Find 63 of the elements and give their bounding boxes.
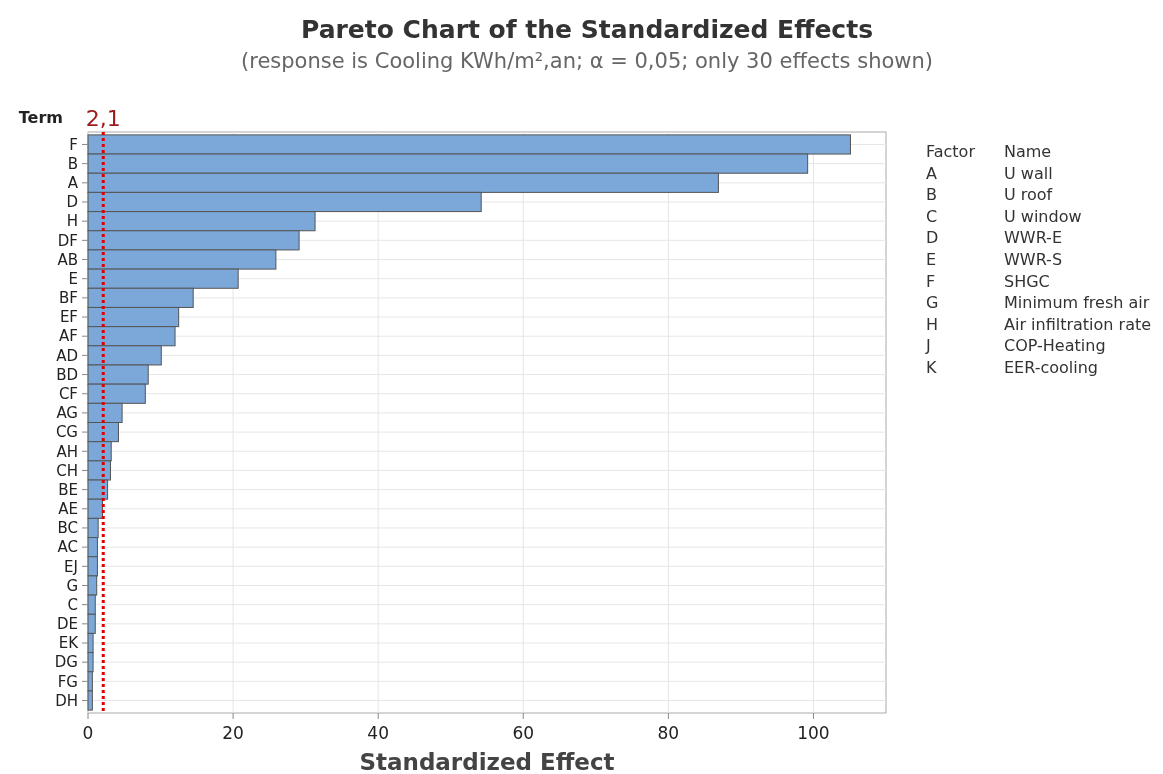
text: A: [926, 163, 937, 183]
y-tick-label: AG: [56, 404, 78, 423]
text: G: [926, 293, 939, 313]
y-tick-label: H: [66, 212, 78, 231]
y-tick-label: CG: [55, 423, 78, 442]
y-tick-label: DE: [56, 615, 78, 634]
y-tick-label: AC: [57, 538, 78, 557]
text: U roof: [1004, 185, 1053, 205]
y-tick-label: EF: [59, 308, 78, 327]
x-tick-label: 100: [797, 723, 830, 743]
text: Minimum fresh air: [1004, 293, 1150, 313]
y-tick-label: AH: [56, 442, 78, 461]
text: D: [926, 228, 939, 248]
x-tick-label: 0: [82, 723, 94, 743]
text: U wall: [1004, 163, 1053, 183]
y-tick-label: C: [67, 595, 78, 614]
y-tick-label: FG: [57, 672, 78, 691]
y-tick-label: CH: [56, 461, 78, 480]
y-tick-label: AB: [57, 250, 78, 269]
y-tick-label: AF: [59, 327, 78, 346]
y-tick-label: EK: [58, 634, 80, 653]
text: C: [926, 206, 938, 226]
x-axis-title: Standardized Effect: [359, 749, 615, 774]
text: WWR-S: [1004, 250, 1063, 269]
text: Air infiltration rate: [1004, 314, 1152, 334]
y-tick-label: CF: [58, 384, 78, 403]
text: EER-cooling: [1004, 358, 1099, 377]
ref-line-label: 2,1: [85, 106, 121, 131]
text: Factor: [926, 142, 976, 161]
y-tick-label: G: [66, 576, 78, 595]
y-tick-label: F: [69, 135, 78, 154]
y-tick-label: BF: [59, 289, 78, 308]
y-tick-label: E: [68, 269, 78, 288]
x-tick-label: 40: [367, 723, 389, 743]
y-tick-label: BD: [56, 365, 78, 384]
y-tick-label: DF: [57, 231, 78, 250]
text: J: [925, 336, 931, 356]
y-tick-label: BC: [57, 519, 78, 538]
chart-subtitle: (response is Cooling KWh/m²,an; α = 0,05; only 30 effects shown): [241, 49, 933, 73]
y-tick-label: DG: [54, 653, 78, 672]
x-tick-label: 80: [657, 723, 680, 743]
chart-title: Pareto Chart of the Standardized Effects: [300, 15, 874, 44]
text: H: [926, 314, 939, 334]
x-tick-label: 20: [222, 723, 244, 743]
y-tick-label: EJ: [64, 557, 78, 576]
text: F: [926, 271, 936, 291]
y-tick-label: AE: [58, 500, 78, 519]
x-tick-label: 60: [512, 723, 535, 743]
y-tick-label: BE: [58, 480, 78, 499]
text: E: [926, 250, 937, 269]
y-tick-label: DH: [55, 691, 78, 710]
text: Name: [1004, 142, 1052, 161]
y-tick-label: AD: [56, 346, 78, 365]
y-tick-label: D: [66, 193, 78, 212]
text: SHGC: [1004, 271, 1050, 291]
text: B: [926, 185, 937, 205]
y-tick-label: A: [67, 174, 79, 193]
y-axis-title: Term: [18, 108, 63, 127]
text: K: [926, 358, 937, 377]
text: WWR-E: [1004, 228, 1062, 248]
text: COP-Heating: [1004, 336, 1106, 356]
y-tick-label: B: [67, 154, 78, 173]
text: U window: [1004, 206, 1082, 226]
